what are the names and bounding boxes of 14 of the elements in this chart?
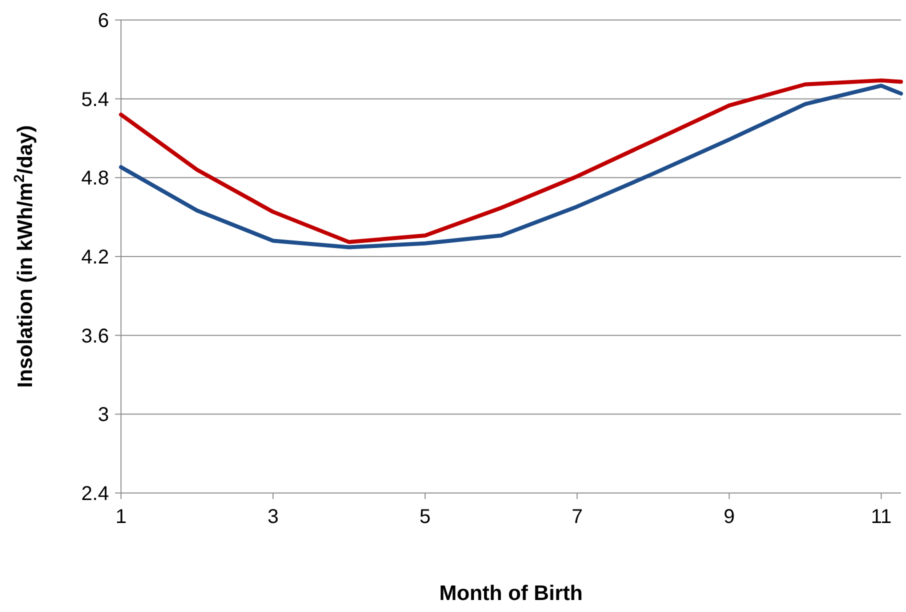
x-tick-label: 7 bbox=[572, 506, 583, 528]
x-tick-label: 9 bbox=[724, 506, 735, 528]
x-tick-label: 1 bbox=[115, 506, 127, 528]
y-tick-label: 6 bbox=[98, 10, 109, 32]
y-tick-label: 3 bbox=[98, 404, 109, 426]
y-tick-label: 2.4 bbox=[81, 483, 109, 505]
x-tick-label: 3 bbox=[267, 506, 279, 528]
x-tick-label: 5 bbox=[420, 506, 431, 528]
y-tick-label: 4.8 bbox=[81, 168, 109, 190]
y-tick-label: 5.4 bbox=[81, 88, 109, 111]
x-axis-title: Month of Birth bbox=[439, 582, 583, 605]
x-tick-label: 11 bbox=[870, 506, 892, 528]
y-tick-label: 4.2 bbox=[81, 246, 109, 268]
y-tick-label: 3.6 bbox=[81, 325, 109, 348]
